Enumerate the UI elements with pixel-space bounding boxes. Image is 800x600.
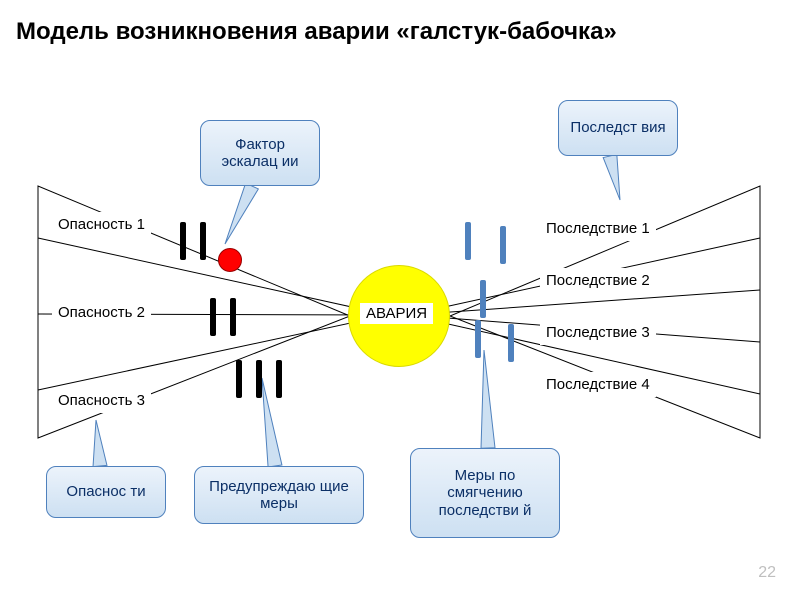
mitigation-barrier-1 bbox=[465, 222, 471, 260]
consequence-label-4: Последствие 4 bbox=[540, 372, 656, 397]
preventive-barrier-1 bbox=[180, 222, 186, 260]
hazard-label-2: Опасность 2 bbox=[52, 300, 151, 325]
preventive-barrier-2 bbox=[200, 222, 206, 260]
accident-label: АВАРИЯ bbox=[360, 303, 433, 324]
callout-mitigation: Меры по смягчению последстви й bbox=[410, 448, 560, 538]
hazard-label-3: Опасность 3 bbox=[52, 388, 151, 413]
callout-preventive: Предупреждаю щие меры bbox=[194, 466, 364, 524]
mitigation-barrier-5 bbox=[508, 324, 514, 362]
mitigation-barrier-4 bbox=[475, 320, 481, 358]
preventive-barrier-5 bbox=[236, 360, 242, 398]
consequence-label-3: Последствие 3 bbox=[540, 320, 656, 345]
mitigation-barrier-2 bbox=[500, 226, 506, 264]
consequence-label-1: Последствие 1 bbox=[540, 216, 656, 241]
mitigation-barrier-3 bbox=[480, 280, 486, 318]
hazard-label-1: Опасность 1 bbox=[52, 212, 151, 237]
consequence-label-2: Последствие 2 bbox=[540, 268, 656, 293]
preventive-barrier-3 bbox=[210, 298, 216, 336]
callout-consequences: Последст вия bbox=[558, 100, 678, 156]
preventive-barrier-4 bbox=[230, 298, 236, 336]
escalation-dot bbox=[218, 248, 242, 272]
callout-hazards: Опаснос ти bbox=[46, 466, 166, 518]
callout-escalation: Фактор эскалац ии bbox=[200, 120, 320, 186]
preventive-barrier-7 bbox=[276, 360, 282, 398]
preventive-barrier-6 bbox=[256, 360, 262, 398]
